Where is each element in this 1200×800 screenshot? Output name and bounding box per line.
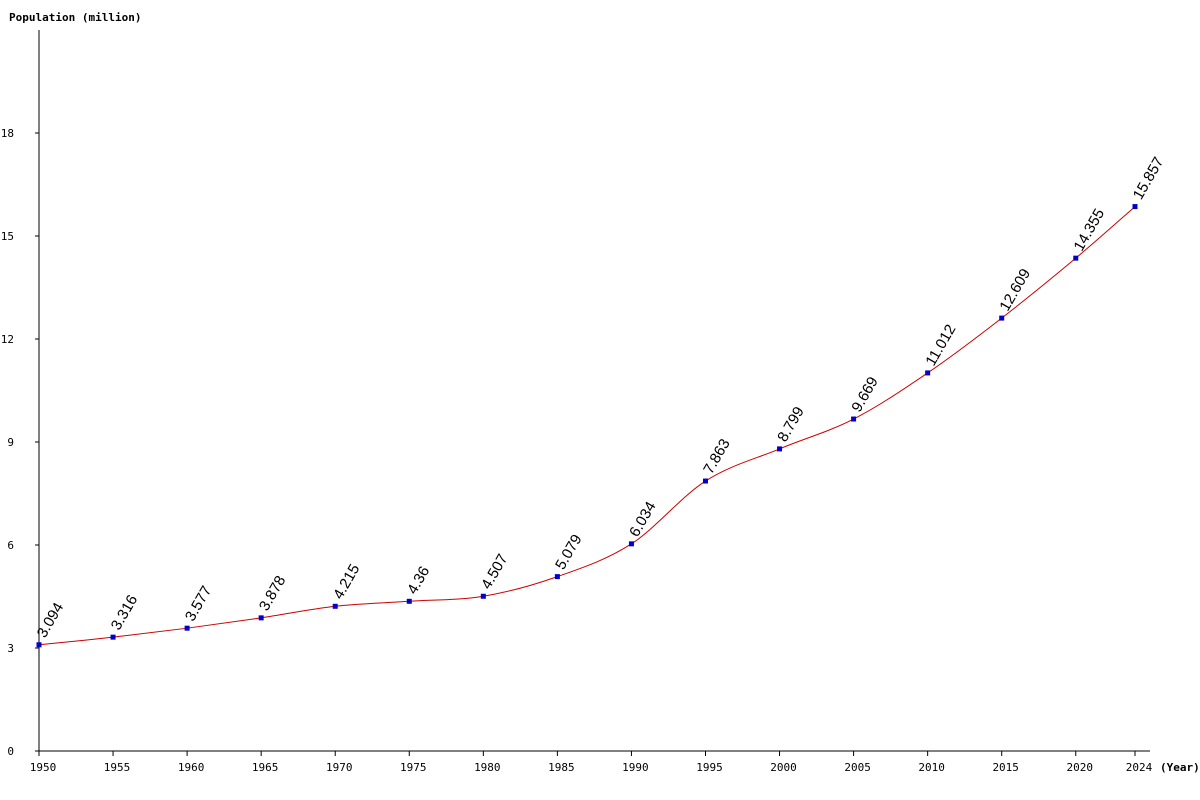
x-tick-label: 2000 (770, 761, 797, 774)
data-point-marker (999, 315, 1005, 321)
data-point-label: 4.215 (330, 561, 363, 602)
data-point-label: 6.034 (626, 499, 659, 540)
x-tick-label: 1965 (252, 761, 279, 774)
data-point-marker (406, 598, 412, 604)
x-tick-label: 2005 (844, 761, 871, 774)
x-tick-label: 1990 (622, 761, 649, 774)
population-series-line (38, 206, 1136, 646)
data-point-label: 3.878 (256, 573, 289, 614)
data-point-label: 14.355 (1070, 206, 1108, 254)
y-axis-title: Population (million) (9, 11, 141, 24)
y-tick-label: 6 (7, 539, 14, 552)
x-tick-label: 1975 (400, 761, 427, 774)
data-point-marker (332, 603, 338, 609)
data-point-marker (1073, 255, 1079, 261)
y-tick-label: 12 (1, 333, 14, 346)
data-point-marker (554, 574, 560, 580)
data-point-marker (777, 446, 783, 452)
x-axis-title: (Year) (1160, 761, 1200, 774)
data-point-marker (1132, 204, 1138, 210)
data-point-label: 4.507 (478, 551, 511, 592)
data-point-label: 12.609 (996, 266, 1034, 314)
data-point-markers (36, 204, 1138, 648)
y-tick-label: 3 (7, 642, 14, 655)
y-tick-label: 18 (1, 127, 14, 140)
data-point-marker (36, 642, 42, 648)
y-tick-label: 0 (7, 745, 14, 758)
data-point-label: 5.079 (552, 532, 585, 573)
data-point-label: 8.799 (774, 404, 807, 445)
x-tick-label: 1950 (30, 761, 57, 774)
x-tick-label: 1980 (474, 761, 501, 774)
y-tick-label: 9 (7, 436, 14, 449)
data-point-label: 11.012 (922, 322, 959, 369)
x-tick-label: 2015 (992, 761, 1019, 774)
x-tick-label: 2024 (1126, 761, 1153, 774)
data-point-label: 3.316 (108, 592, 141, 633)
x-tick-label: 1960 (178, 761, 205, 774)
x-tick-label: 1955 (104, 761, 131, 774)
data-point-marker (258, 615, 264, 621)
x-tick-label: 2010 (918, 761, 945, 774)
x-tick-label: 2020 (1067, 761, 1094, 774)
data-point-label: 4.36 (404, 564, 433, 598)
data-point-labels: 3.094 3.316 3.577 3.878 4.215 4.36 4.507 5.0796… (34, 154, 1168, 640)
data-point-label: 15.857 (1130, 154, 1168, 202)
data-point-marker (628, 541, 634, 547)
data-point-marker (184, 625, 190, 631)
x-axis-ticks: 1950 1955 1960 1965 1970 1975 1980 1985 1990 1995… (30, 751, 1153, 774)
data-point-label: 3.577 (182, 583, 215, 624)
data-point-label: 7.863 (700, 436, 733, 477)
data-point-marker (702, 478, 708, 484)
data-point-marker (851, 416, 857, 422)
data-point-label: 9.669 (848, 374, 881, 415)
data-point-marker (110, 634, 116, 640)
x-tick-label: 1995 (696, 761, 723, 774)
data-point-marker (925, 370, 931, 376)
data-point-marker (480, 593, 486, 599)
x-tick-label: 1985 (548, 761, 575, 774)
y-axis-ticks: 0 3 6 9 12 15 18 (1, 127, 39, 758)
x-tick-label: 1970 (326, 761, 353, 774)
y-tick-label: 15 (1, 230, 14, 243)
